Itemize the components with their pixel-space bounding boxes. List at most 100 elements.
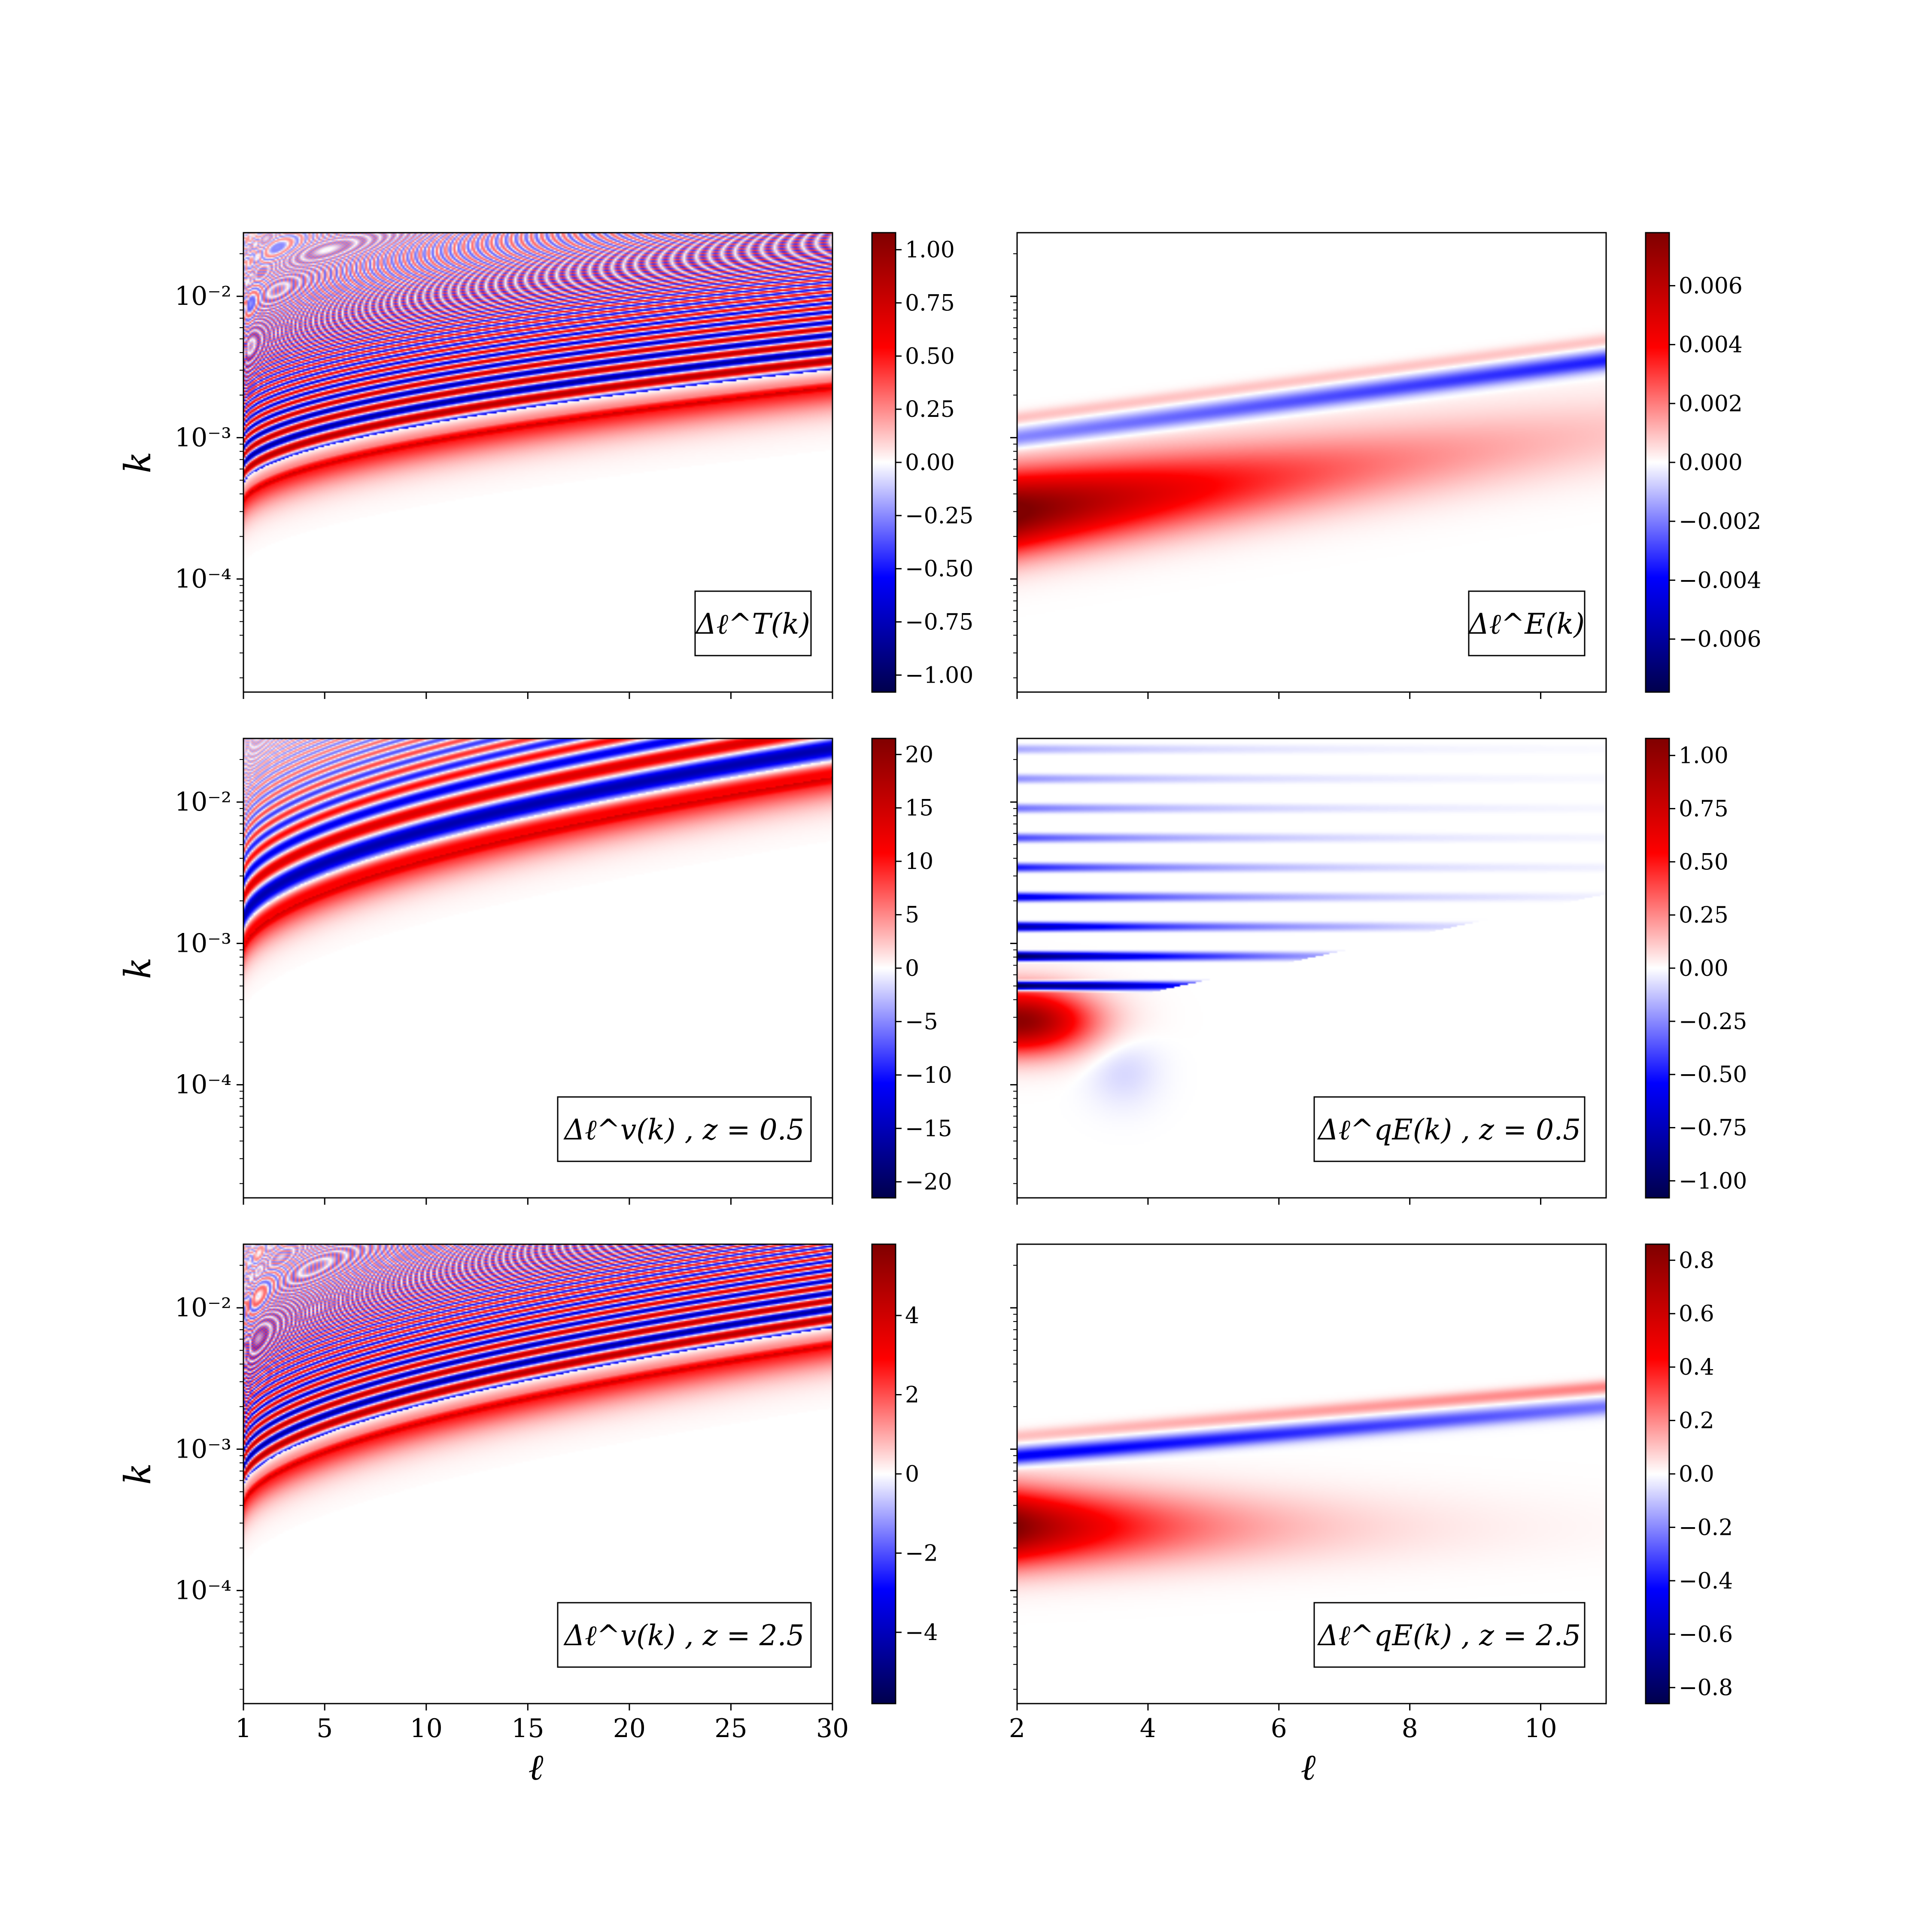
colorbar xyxy=(871,738,896,1199)
colorbar-tick-label: 15 xyxy=(905,796,933,821)
y-tick-label: 10⁻² xyxy=(175,787,231,817)
x-tick-label: 30 xyxy=(816,1713,849,1744)
colorbar-tick-label: −15 xyxy=(905,1116,952,1142)
panel-row1-right: Δℓ^E(k) 0.006 0.004 0.002 0.000 −0.002 −0.004 −… xyxy=(1010,232,1761,699)
colorbar-tick-label: 0.75 xyxy=(1679,796,1728,822)
colorbar-tick-label: 0.8 xyxy=(1679,1248,1714,1273)
x-tick-label: 2 xyxy=(1009,1713,1025,1744)
colorbar-tick-label: 4 xyxy=(905,1303,919,1329)
x-tick-label: 6 xyxy=(1271,1713,1287,1744)
y-tick-label: 10⁻³ xyxy=(175,422,231,453)
colorbar-tick-label: 0 xyxy=(905,956,919,981)
colorbar-tick-label: 0 xyxy=(905,1461,919,1487)
y-axis-label: k xyxy=(117,957,159,979)
colorbar-tick-label: 0.6 xyxy=(1679,1301,1714,1327)
colorbar-tick-label: −1.00 xyxy=(1679,1168,1747,1194)
colorbar-tick-label: 0.006 xyxy=(1679,273,1743,299)
legend-label: Δℓ^E(k) xyxy=(1467,608,1585,641)
y-tick-label: 10⁻⁴ xyxy=(175,1070,231,1100)
colorbar-tick-label: 0.00 xyxy=(905,450,955,476)
colorbar-tick-label: 0.2 xyxy=(1679,1408,1714,1434)
colorbar xyxy=(1645,1243,1670,1704)
colorbar-tick-label: −5 xyxy=(905,1009,938,1035)
colorbar-tick-label: −0.2 xyxy=(1679,1515,1733,1540)
colorbar-tick-label: −20 xyxy=(905,1170,952,1195)
legend-box xyxy=(1313,1602,1586,1668)
y-tick-label: 10⁻⁴ xyxy=(175,564,231,594)
legend-label: Δℓ^qE(k) , z = 0.5 xyxy=(1317,1113,1581,1146)
colorbar-tick-label: 0.50 xyxy=(905,343,955,369)
colorbar-tick-label: 2 xyxy=(905,1382,919,1408)
colorbar-tick-label: 0.0 xyxy=(1679,1461,1714,1487)
x-tick-label: 25 xyxy=(714,1713,747,1744)
panel-row1-left: 10⁻² 10⁻³ 10⁻⁴ k Δℓ^T(k) 1.00 0.75 0.50 0.25 0.00… xyxy=(117,232,973,699)
colorbar-tick-label: −0.75 xyxy=(905,610,973,635)
colorbar-tick-label: 0.75 xyxy=(905,290,955,316)
plot-frame xyxy=(1016,738,1607,1199)
y-tick-label: 10⁻² xyxy=(175,1293,231,1323)
colorbar xyxy=(1645,232,1670,693)
x-tick-label: 4 xyxy=(1140,1713,1156,1744)
colorbar-tick-label: −0.004 xyxy=(1679,568,1761,593)
panel-row2-left: 10⁻² 10⁻³ 10⁻⁴ k Δℓ^v(k) , z = 0.5 20 15 10 5 0 −5… xyxy=(117,738,952,1205)
y-axis-label: k xyxy=(117,452,159,474)
colorbar-tick-label: 0.25 xyxy=(905,397,955,422)
colorbar-tick-label: 0.25 xyxy=(1679,902,1728,928)
colorbar-tick-label: −2 xyxy=(905,1540,938,1566)
colorbar-tick-label: 0.004 xyxy=(1679,332,1743,358)
legend-box xyxy=(557,1096,812,1162)
colorbar-tick-label: 1.00 xyxy=(905,237,955,263)
x-axis-label-right: ℓ xyxy=(1301,1746,1316,1788)
y-tick-label: 10⁻³ xyxy=(175,1434,231,1464)
x-tick-label: 10 xyxy=(1524,1713,1557,1744)
x-tick-label: 5 xyxy=(316,1713,333,1744)
colorbar-tick-label: 20 xyxy=(905,742,933,768)
x-tick-label: 8 xyxy=(1402,1713,1418,1744)
panel-row2-right: Δℓ^qE(k) , z = 0.5 1.00 0.75 0.50 0.25 0.00 −0… xyxy=(1010,738,1747,1205)
plot-frame xyxy=(1016,1243,1607,1704)
colorbar-tick-label: −10 xyxy=(905,1063,952,1088)
colorbar-tick-label: 0.4 xyxy=(1679,1355,1714,1380)
colorbar-tick-label: −0.6 xyxy=(1679,1622,1733,1647)
colorbar-tick-label: −4 xyxy=(905,1620,938,1646)
legend-label: Δℓ^qE(k) , z = 2.5 xyxy=(1317,1619,1581,1652)
colorbar-tick-label: −0.75 xyxy=(1679,1115,1747,1141)
panel-row3-right: 2 4 6 8 10 Δℓ^qE(k) , z = 2.5 0.8 0.6 0.4 0.2 0.0 −… xyxy=(1009,1243,1733,1744)
x-tick-label: 10 xyxy=(410,1713,443,1744)
plot-frame xyxy=(243,738,833,1199)
plot-frame xyxy=(243,1243,833,1704)
plot-frame xyxy=(243,232,833,693)
colorbar-tick-label: −0.4 xyxy=(1679,1568,1733,1594)
colorbar-tick-label: −0.006 xyxy=(1679,627,1761,653)
colorbar-tick-label: −0.8 xyxy=(1679,1675,1733,1701)
y-tick-label: 10⁻³ xyxy=(175,928,231,958)
legend-label: Δℓ^v(k) , z = 0.5 xyxy=(563,1113,804,1146)
colorbar-tick-label: 0.000 xyxy=(1679,450,1743,476)
colorbar-tick-label: 10 xyxy=(905,849,933,875)
colorbar-tick-label: −1.00 xyxy=(905,662,973,688)
legend-label: Δℓ^T(k) xyxy=(695,608,810,641)
legend-box xyxy=(557,1602,812,1668)
y-tick-label: 10⁻⁴ xyxy=(175,1576,231,1606)
plot-frame xyxy=(1016,232,1607,693)
y-axis-label: k xyxy=(117,1463,159,1485)
colorbar-tick-label: 5 xyxy=(905,902,919,928)
colorbar xyxy=(871,1243,896,1704)
x-tick-label: 15 xyxy=(511,1713,544,1744)
colorbar-tick-label: 0.00 xyxy=(1679,956,1728,981)
colorbar-tick-label: −0.25 xyxy=(1679,1009,1747,1035)
x-tick-label: 1 xyxy=(235,1713,252,1744)
colorbar-tick-label: 0.50 xyxy=(1679,849,1728,875)
colorbar-tick-label: 1.00 xyxy=(1679,743,1728,769)
colorbar-tick-label: −0.50 xyxy=(905,556,973,582)
colorbar-tick-label: −0.002 xyxy=(1679,509,1761,535)
x-axis-label-left: ℓ xyxy=(529,1746,544,1788)
legend-box xyxy=(1313,1096,1586,1162)
legend-box xyxy=(1468,590,1586,656)
colorbar xyxy=(871,232,896,693)
legend-label: Δℓ^v(k) , z = 2.5 xyxy=(563,1619,804,1652)
colorbar-tick-label: −0.50 xyxy=(1679,1062,1747,1088)
colorbar-tick-label: −0.25 xyxy=(905,503,973,529)
